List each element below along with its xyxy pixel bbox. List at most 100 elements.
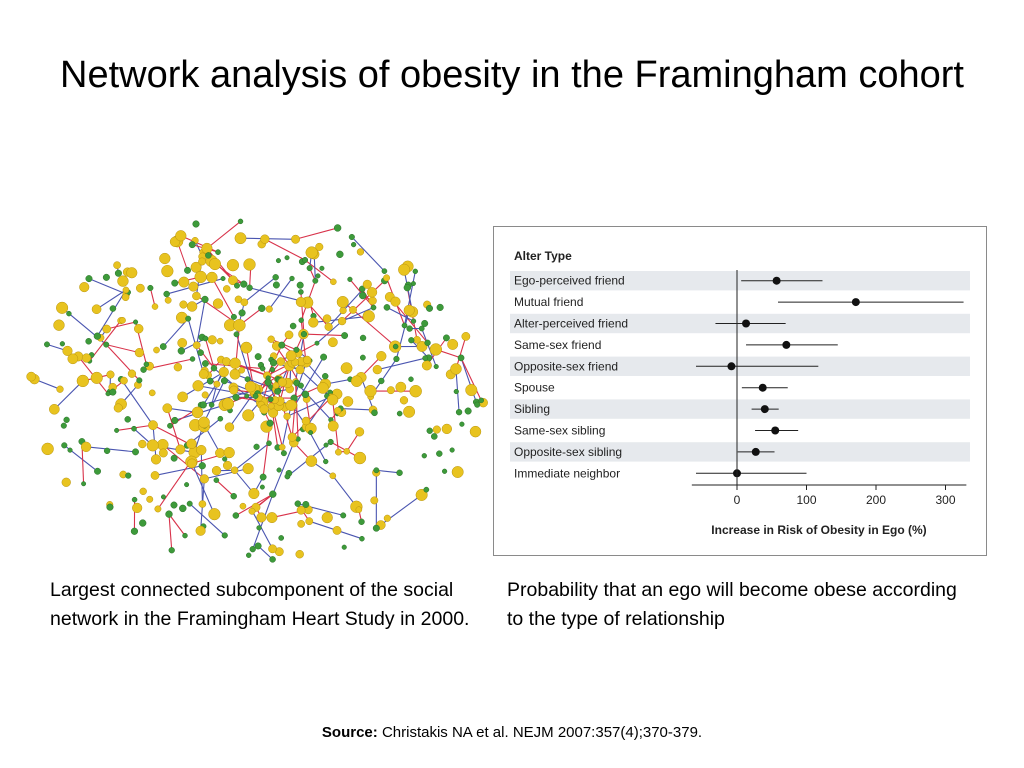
network-node: [403, 283, 412, 292]
network-node: [85, 338, 92, 345]
network-node: [140, 366, 147, 373]
network-node: [274, 388, 281, 395]
network-node: [373, 467, 380, 474]
network-node: [266, 512, 278, 524]
network-node: [232, 512, 240, 519]
network-edge: [190, 461, 215, 515]
network-node: [61, 442, 68, 449]
row-label: Mutual friend: [514, 295, 583, 309]
network-node: [134, 324, 144, 334]
network-node: [396, 469, 403, 477]
network-node: [221, 397, 235, 410]
network-node: [198, 416, 210, 429]
network-edge: [96, 289, 127, 337]
network-node: [134, 348, 145, 358]
x-tick-label: 300: [935, 493, 955, 507]
network-node: [353, 451, 367, 465]
network-node: [284, 330, 294, 340]
network-node: [366, 287, 378, 298]
network-node: [443, 334, 450, 342]
network-node: [291, 234, 301, 244]
network-node: [319, 265, 325, 271]
network-node: [194, 270, 207, 284]
network-node: [371, 409, 378, 417]
network-node: [408, 376, 414, 382]
network-node: [350, 375, 363, 388]
network-node: [315, 273, 321, 279]
network-edge: [421, 328, 437, 367]
network-edge: [300, 320, 307, 362]
network-node: [362, 279, 372, 289]
network-node: [41, 442, 54, 456]
network-node: [187, 458, 197, 469]
network-node: [317, 382, 329, 394]
row-label: Alter-perceived friend: [514, 317, 628, 331]
network-node: [202, 335, 209, 342]
network-node: [312, 277, 319, 284]
network-node: [66, 310, 72, 317]
point-estimate: [782, 340, 791, 349]
network-edge: [234, 442, 270, 471]
row-band: [510, 399, 970, 419]
network-node: [478, 397, 485, 404]
network-node: [302, 500, 310, 508]
network-node: [298, 317, 304, 323]
source-citation: Source: Christakis NA et al. NEJM 2007:3…: [0, 724, 1024, 741]
network-node: [161, 265, 174, 278]
network-node: [258, 304, 266, 313]
network-node: [285, 399, 297, 411]
network-edge: [120, 379, 154, 426]
network-node: [205, 252, 212, 259]
row-label: Sibling: [514, 402, 550, 416]
network-edge: [96, 289, 127, 310]
slide-title: Network analysis of obesity in the Frami…: [60, 54, 964, 96]
network-node: [436, 303, 444, 311]
network-node: [186, 500, 193, 507]
network-node: [53, 319, 65, 331]
network-node: [139, 487, 147, 496]
network-node: [167, 422, 173, 429]
network-node: [423, 486, 430, 493]
network-node: [302, 355, 312, 365]
network-node: [266, 440, 272, 447]
network-node: [178, 276, 190, 288]
network-node: [148, 389, 156, 397]
network-node: [188, 281, 199, 292]
network-node: [233, 319, 246, 332]
network-edge: [53, 380, 84, 410]
network-node: [293, 346, 300, 353]
network-node: [106, 370, 115, 379]
network-node: [130, 527, 139, 535]
network-node: [232, 393, 240, 401]
network-node: [208, 402, 215, 408]
network-node: [327, 420, 339, 432]
network-node: [192, 220, 200, 228]
network-node: [259, 484, 265, 490]
network-node: [59, 341, 65, 347]
network-node: [120, 376, 128, 385]
point-estimate: [760, 405, 769, 414]
network-node: [269, 359, 278, 367]
network-node: [198, 500, 207, 508]
network-node: [238, 366, 245, 374]
network-node: [139, 519, 147, 527]
network-node: [206, 271, 218, 283]
network-node: [295, 296, 306, 308]
network-node: [170, 501, 178, 509]
network-edge: [352, 309, 396, 347]
network-node: [223, 447, 235, 459]
x-tick-label: 200: [866, 493, 886, 507]
network-node: [335, 448, 342, 456]
network-node: [131, 425, 137, 432]
network-node: [372, 524, 380, 532]
network-edge: [204, 338, 215, 369]
network-node: [341, 332, 349, 339]
network-node: [244, 376, 251, 383]
network-node: [133, 319, 139, 325]
network-node: [179, 300, 188, 309]
network-node: [93, 332, 101, 340]
network-node: [327, 394, 339, 406]
network-node: [114, 427, 120, 433]
network-node: [459, 421, 465, 427]
network-node: [168, 547, 175, 554]
